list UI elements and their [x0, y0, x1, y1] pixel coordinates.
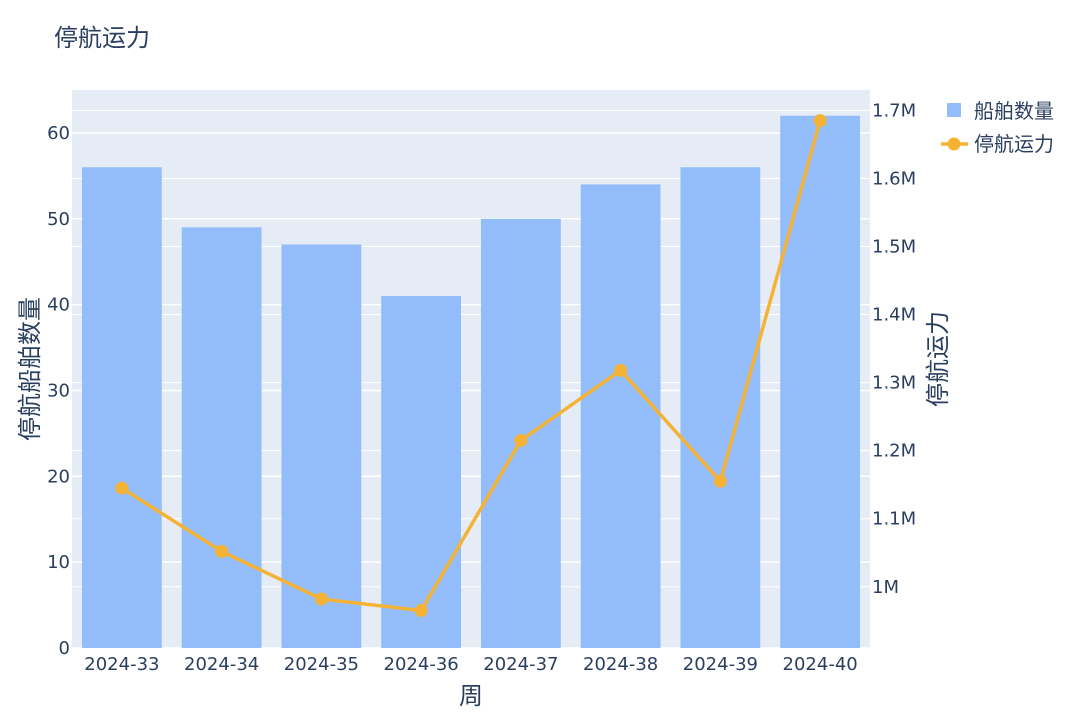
legend[interactable]: 船舶数量 停航运力 — [941, 99, 1054, 156]
y-axis-left-ticks: 0 10 20 30 40 50 60 — [47, 123, 70, 659]
y-right-tick-label: 1.3M — [872, 373, 916, 394]
y-right-tick-label: 1.5M — [872, 237, 916, 258]
bar-series — [81, 115, 861, 648]
y-left-tick-label: 50 — [47, 209, 70, 230]
x-tick-label: 2024-39 — [683, 654, 758, 675]
x-tick-label: 2024-37 — [483, 654, 558, 675]
line-point-2024-35[interactable] — [314, 592, 328, 606]
bar-2024-40[interactable] — [780, 115, 861, 648]
x-axis-title: 周 — [459, 682, 483, 710]
legend-swatch-bar — [947, 103, 961, 117]
y-left-tick-label: 20 — [47, 466, 70, 487]
legend-swatch-marker — [947, 137, 961, 151]
x-tick-label: 2024-38 — [583, 654, 658, 675]
bar-2024-33[interactable] — [81, 167, 162, 648]
bar-2024-36[interactable] — [381, 296, 462, 648]
y-right-tick-label: 1M — [872, 577, 899, 598]
y-axis-left-title: 停航船舶数量 — [16, 297, 44, 441]
line-point-2024-40[interactable] — [813, 114, 827, 128]
line-point-2024-34[interactable] — [215, 544, 229, 558]
x-tick-label: 2024-33 — [84, 654, 159, 675]
y-axis-right-ticks: 1M 1.1M 1.2M 1.3M 1.4M 1.5M 1.6M 1.7M — [872, 100, 916, 597]
y-right-tick-label: 1.7M — [872, 100, 916, 121]
line-point-2024-36[interactable] — [414, 604, 428, 618]
legend-label-bar[interactable]: 船舶数量 — [974, 99, 1054, 123]
bar-2024-34[interactable] — [181, 227, 262, 648]
x-tick-label: 2024-36 — [384, 654, 459, 675]
y-left-tick-label: 0 — [59, 638, 70, 659]
y-right-tick-label: 1.4M — [872, 305, 916, 326]
y-left-tick-label: 40 — [47, 295, 70, 316]
bar-2024-37[interactable] — [480, 218, 561, 648]
x-tick-label: 2024-35 — [284, 654, 359, 675]
bar-2024-35[interactable] — [281, 244, 362, 648]
y-axis-right-title: 停航运力 — [924, 311, 952, 407]
bar-2024-38[interactable] — [580, 184, 661, 648]
chart-title: 停航运力 — [54, 24, 150, 52]
y-left-tick-label: 60 — [47, 123, 70, 144]
x-tick-label: 2024-34 — [184, 654, 259, 675]
bar-2024-39[interactable] — [680, 167, 761, 648]
x-tick-label: 2024-40 — [783, 654, 858, 675]
y-left-tick-label: 30 — [47, 380, 70, 401]
y-right-tick-label: 1.2M — [872, 441, 916, 462]
y-left-tick-label: 10 — [47, 552, 70, 573]
line-point-2024-33[interactable] — [115, 481, 129, 495]
y-right-tick-label: 1.1M — [872, 509, 916, 530]
legend-label-line[interactable]: 停航运力 — [974, 132, 1054, 156]
line-series — [115, 114, 827, 618]
line-point-2024-39[interactable] — [713, 474, 727, 488]
y-right-tick-label: 1.6M — [872, 168, 916, 189]
line-point-2024-38[interactable] — [614, 363, 628, 377]
line-point-2024-37[interactable] — [514, 433, 528, 447]
x-axis-ticks: 2024-33 2024-34 2024-35 2024-36 2024-37 2024-… — [84, 654, 857, 675]
line-path — [120, 120, 822, 613]
